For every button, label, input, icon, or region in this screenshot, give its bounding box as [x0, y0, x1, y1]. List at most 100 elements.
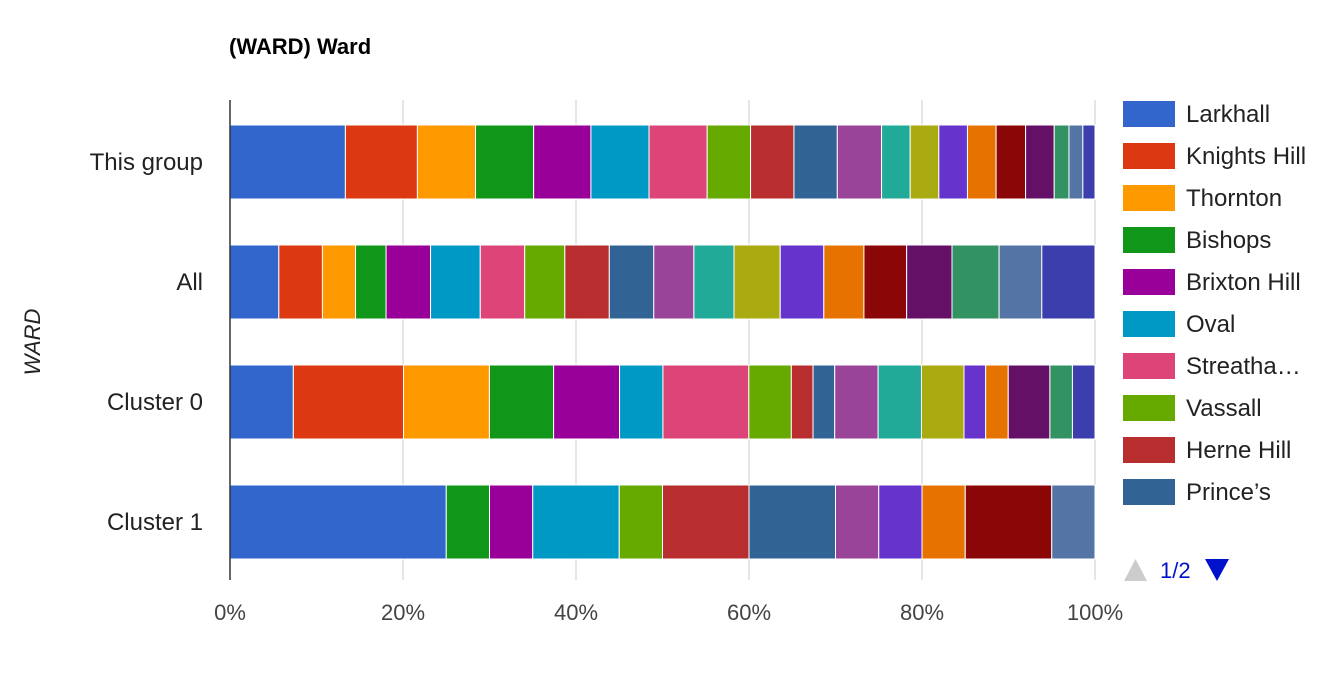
x-tick-label: 20%	[381, 600, 425, 625]
bar-segment[interactable]	[963, 364, 987, 440]
bars	[229, 124, 1096, 560]
bar-segment[interactable]	[648, 124, 708, 200]
legend-entry[interactable]: Larkhall	[1186, 101, 1270, 128]
bar-segment[interactable]	[344, 124, 418, 200]
x-tick-label: 100%	[1067, 600, 1123, 625]
legend-page-indicator: 1/2	[1160, 558, 1191, 583]
bar-segment[interactable]	[1071, 364, 1096, 440]
bar-segment[interactable]	[662, 364, 750, 440]
bar-segment[interactable]	[608, 244, 655, 320]
bar-segment[interactable]	[985, 364, 1009, 440]
bar-segment[interactable]	[662, 484, 750, 560]
bar-segment[interactable]	[1049, 364, 1073, 440]
bar-segment[interactable]	[619, 364, 664, 440]
bar-segment[interactable]	[693, 244, 735, 320]
legend-prev-page-icon[interactable]	[1124, 559, 1147, 581]
bar-segment[interactable]	[533, 124, 592, 200]
bar-segment[interactable]	[553, 364, 621, 440]
bar-segment[interactable]	[416, 124, 477, 200]
legend-swatch	[1123, 479, 1175, 505]
bar-segment[interactable]	[909, 124, 940, 200]
legend-entry[interactable]: Bishops	[1186, 227, 1271, 254]
bar-segment[interactable]	[445, 484, 490, 560]
bar-segment[interactable]	[998, 244, 1043, 320]
bar-segment[interactable]	[489, 484, 534, 560]
bar-segment[interactable]	[229, 364, 294, 440]
bar-segment[interactable]	[1051, 484, 1096, 560]
legend: Larkhall Knights Hill Thornton Bishops Brixt…	[1123, 101, 1306, 506]
bar-segment[interactable]	[1007, 364, 1051, 440]
bar-segment[interactable]	[278, 244, 323, 320]
legend-entry[interactable]: Herne Hill	[1186, 437, 1291, 464]
bar-segment[interactable]	[1041, 244, 1096, 320]
bar-segment[interactable]	[793, 124, 838, 200]
bar-segment[interactable]	[321, 244, 357, 320]
bar-segment[interactable]	[524, 244, 566, 320]
bar-segment[interactable]	[877, 364, 922, 440]
bar-segment[interactable]	[790, 364, 814, 440]
legend-pager: 1/2	[1124, 558, 1229, 583]
bar-segment[interactable]	[1025, 124, 1055, 200]
legend-entry[interactable]: Oval	[1186, 311, 1235, 338]
bar-segment[interactable]	[488, 364, 555, 440]
x-tick-label: 60%	[727, 600, 771, 625]
legend-entry[interactable]: Streatha…	[1186, 353, 1301, 380]
bar-segment[interactable]	[618, 484, 663, 560]
bar-segment[interactable]	[1053, 124, 1070, 200]
bar-segment[interactable]	[1082, 124, 1096, 200]
bar-segment[interactable]	[921, 484, 966, 560]
bar-segment[interactable]	[430, 244, 481, 320]
bar-segment[interactable]	[920, 364, 965, 440]
bar-segment[interactable]	[229, 244, 280, 320]
bar-segment[interactable]	[881, 124, 911, 200]
bar-segment[interactable]	[834, 364, 879, 440]
bar-segment[interactable]	[475, 124, 535, 200]
bar-segment[interactable]	[653, 244, 695, 320]
bar-segment[interactable]	[863, 244, 908, 320]
bar-segment[interactable]	[750, 124, 795, 200]
legend-entry[interactable]: Brixton Hill	[1186, 269, 1301, 296]
bar-segment[interactable]	[292, 364, 405, 440]
bar-segment[interactable]	[995, 124, 1027, 200]
bar-segment[interactable]	[966, 124, 997, 200]
legend-entry[interactable]: Knights Hill	[1186, 143, 1306, 170]
legend-swatch	[1123, 395, 1175, 421]
bar-segment[interactable]	[355, 244, 387, 320]
bar-segment[interactable]	[938, 124, 968, 200]
bar-segment[interactable]	[835, 484, 880, 560]
bar-segment[interactable]	[532, 484, 620, 560]
bar-segment[interactable]	[878, 484, 923, 560]
bar-segment[interactable]	[479, 244, 526, 320]
bar-segment[interactable]	[590, 124, 650, 200]
bar-segment[interactable]	[1068, 124, 1084, 200]
category-label: Cluster 1	[107, 509, 203, 536]
bar-segment[interactable]	[385, 244, 432, 320]
legend-entry[interactable]: Thornton	[1186, 185, 1282, 212]
bar-segment[interactable]	[812, 364, 836, 440]
legend-next-page-icon[interactable]	[1205, 559, 1229, 581]
bar-segment[interactable]	[906, 244, 953, 320]
legend-swatch	[1123, 143, 1175, 169]
y-axis-label: WARD	[20, 308, 45, 375]
bar-segment[interactable]	[229, 124, 346, 200]
category-label: This group	[90, 149, 203, 176]
bar-segment[interactable]	[823, 244, 865, 320]
tick-labels: 0% 20% 40% 60% 80% 100%	[214, 600, 1123, 625]
bar-segment[interactable]	[229, 484, 447, 560]
x-tick-label: 80%	[900, 600, 944, 625]
bar-segment[interactable]	[964, 484, 1053, 560]
bar-segment[interactable]	[403, 364, 490, 440]
bar-segment[interactable]	[748, 364, 792, 440]
bar-segment[interactable]	[951, 244, 1000, 320]
bar-segment[interactable]	[706, 124, 752, 200]
category-label: Cluster 0	[107, 389, 203, 416]
legend-entry[interactable]: Vassall	[1186, 395, 1262, 422]
bar-segment[interactable]	[564, 244, 610, 320]
bar-segment[interactable]	[733, 244, 781, 320]
bar-segment[interactable]	[748, 484, 836, 560]
category-labels: This group All Cluster 0 Cluster 1	[90, 149, 203, 536]
bar-segment[interactable]	[779, 244, 825, 320]
bar-segment[interactable]	[836, 124, 883, 200]
legend-entry[interactable]: Prince’s	[1186, 479, 1271, 506]
